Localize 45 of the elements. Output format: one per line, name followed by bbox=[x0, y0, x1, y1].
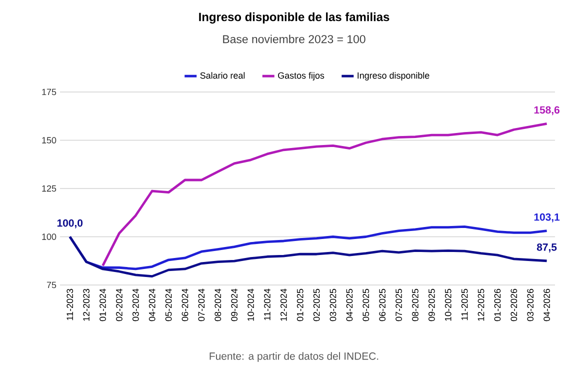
x-tick-label: 11-2024 bbox=[264, 288, 270, 320]
x-tick-label: 05-2024 bbox=[165, 288, 172, 322]
x-tick-label: 10-2025 bbox=[444, 288, 452, 321]
x-tick-label: 02-2025 bbox=[313, 288, 320, 322]
x-tick-label: 02-2024 bbox=[116, 288, 122, 322]
x-tick-label: 03-2025 bbox=[330, 288, 336, 322]
data-label: 158,6 bbox=[534, 106, 560, 116]
legend-label: Ingreso disponible bbox=[358, 72, 430, 80]
y-tick-label: 125 bbox=[42, 185, 56, 192]
x-tick-label: 03-2024 bbox=[132, 288, 139, 322]
x-tick-label: 08-2025 bbox=[412, 288, 418, 322]
chart-title: Ingreso disponible de las familias bbox=[199, 12, 390, 24]
x-tick-label: 10-2024 bbox=[248, 288, 254, 321]
y-tick-label: 175 bbox=[42, 88, 56, 96]
x-tick-label: 12-2024 bbox=[280, 288, 287, 321]
x-tick-label: 12-2023 bbox=[83, 288, 90, 321]
x-tick-label: 09-2024 bbox=[231, 288, 238, 322]
data-label: 100,0 bbox=[57, 219, 83, 228]
data-label: 103,1 bbox=[534, 213, 560, 222]
x-tick-label: 01-2024 bbox=[100, 288, 106, 322]
x-tick-label: 08-2024 bbox=[214, 288, 222, 322]
source-note: Fuente: a partir de datos del INDEC. bbox=[210, 352, 378, 362]
x-tick-label: 11-2025 bbox=[461, 288, 468, 320]
x-tick-label: 05-2025 bbox=[362, 288, 370, 322]
x-tick-label: 01-2025 bbox=[296, 288, 304, 322]
x-tick-label: 11-2023 bbox=[66, 288, 74, 320]
x-tick-label: 06-2024 bbox=[182, 288, 188, 322]
chart-subtitle: Base noviembre 2023 = 100 bbox=[223, 34, 366, 44]
x-tick-label: 03-2026 bbox=[527, 288, 534, 322]
x-tick-label: 04-2024 bbox=[148, 288, 156, 322]
legend-label: Gastos fijos bbox=[278, 72, 324, 80]
x-tick-label: 02-2026 bbox=[510, 288, 518, 322]
y-tick-label: 75 bbox=[46, 282, 56, 288]
data-label: 87,5 bbox=[536, 243, 557, 252]
x-tick-label: 06-2025 bbox=[379, 288, 386, 322]
x-tick-label: 04-2025 bbox=[346, 288, 353, 322]
x-tick-label: 07-2025 bbox=[396, 288, 402, 322]
y-tick-label: 100 bbox=[42, 234, 56, 240]
x-tick-label: 09-2025 bbox=[428, 288, 435, 322]
legend-label: Salario real bbox=[200, 72, 245, 79]
x-tick-label: 12-2025 bbox=[478, 288, 484, 321]
x-tick-label: 01-2026 bbox=[494, 288, 501, 322]
x-tick-label: 07-2024 bbox=[198, 288, 205, 322]
x-tick-label: 04-2026 bbox=[544, 288, 550, 322]
y-tick-label: 150 bbox=[42, 137, 56, 144]
